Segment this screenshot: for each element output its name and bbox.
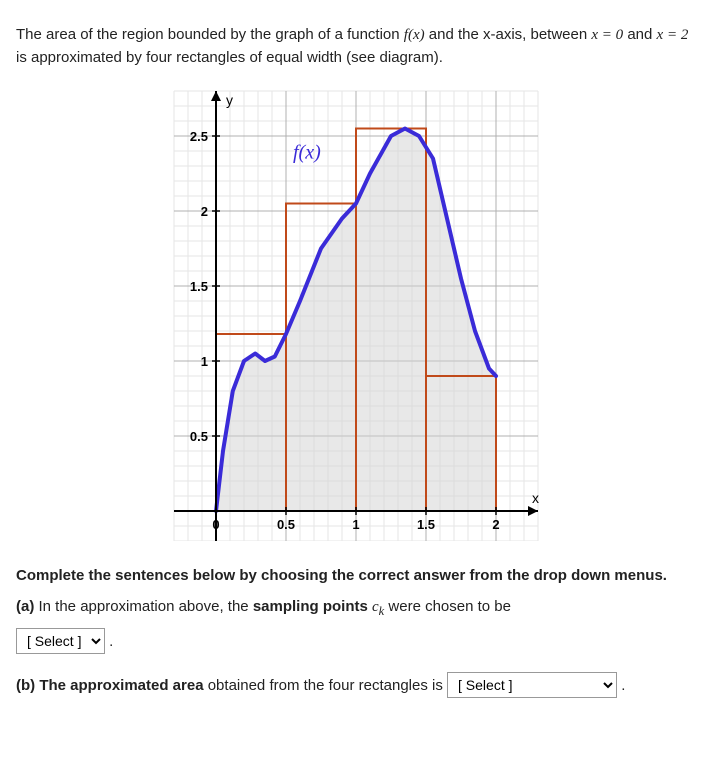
svg-text:1: 1 bbox=[352, 517, 359, 532]
qa-a-after: . bbox=[109, 633, 113, 650]
svg-text:2.5: 2.5 bbox=[189, 129, 207, 144]
intro-x2: x = 2 bbox=[657, 27, 689, 43]
question-a-select-row: [ Select ] . bbox=[16, 628, 695, 654]
ck-sub: k bbox=[379, 604, 385, 618]
select-a[interactable]: [ Select ] bbox=[16, 628, 105, 654]
select-b[interactable]: [ Select ] bbox=[447, 672, 617, 698]
svg-text:2: 2 bbox=[200, 204, 207, 219]
diagram-container: 0.5 1 1.5 2 2.5 0 0.5 1 1.5 2 y x f(x) bbox=[16, 81, 695, 541]
intro-text: The area of the region bounded by the gr… bbox=[16, 24, 695, 69]
qa-a-t3: were chosen to be bbox=[388, 598, 511, 615]
svg-text:1: 1 bbox=[200, 354, 207, 369]
qa-a-prefix: (a) bbox=[16, 598, 39, 615]
qa-b-prefix: (b) The approximated area bbox=[16, 677, 204, 694]
qa-b-after: . bbox=[621, 677, 625, 694]
svg-text:x: x bbox=[532, 490, 539, 506]
qa-a-ck: ck bbox=[372, 599, 384, 615]
svg-text:1.5: 1.5 bbox=[189, 279, 207, 294]
prompt-text: Complete the sentences below by choosing… bbox=[16, 565, 695, 588]
question-b: (b) The approximated area obtained from … bbox=[16, 672, 695, 698]
svg-text:y: y bbox=[226, 92, 233, 108]
ck-c: c bbox=[372, 599, 379, 615]
svg-text:2: 2 bbox=[492, 517, 499, 532]
qa-a-bold: sampling points bbox=[253, 598, 368, 615]
intro-fx: f(x) bbox=[404, 27, 425, 43]
qa-a-t1: In the approximation above, the bbox=[39, 598, 253, 615]
intro-t2: and the x-axis, between bbox=[429, 26, 592, 43]
svg-text:f(x): f(x) bbox=[293, 142, 321, 164]
intro-t3: and bbox=[627, 26, 656, 43]
riemann-chart: 0.5 1 1.5 2 2.5 0 0.5 1 1.5 2 y x f(x) bbox=[156, 81, 556, 541]
qa-b-t1: obtained from the four rectangles is bbox=[208, 677, 447, 694]
intro-t1: The area of the region bounded by the gr… bbox=[16, 26, 404, 43]
question-a: (a) In the approximation above, the samp… bbox=[16, 596, 695, 621]
intro-x0: x = 0 bbox=[591, 27, 623, 43]
intro-t4: is approximated by four rectangles of eq… bbox=[16, 49, 443, 66]
svg-text:0.5: 0.5 bbox=[189, 429, 207, 444]
svg-text:0.5: 0.5 bbox=[276, 517, 294, 532]
svg-text:0: 0 bbox=[212, 517, 219, 532]
svg-text:1.5: 1.5 bbox=[416, 517, 434, 532]
